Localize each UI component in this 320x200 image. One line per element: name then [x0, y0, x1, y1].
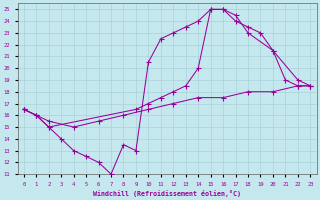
X-axis label: Windchill (Refroidissement éolien,°C): Windchill (Refroidissement éolien,°C) [93, 190, 241, 197]
